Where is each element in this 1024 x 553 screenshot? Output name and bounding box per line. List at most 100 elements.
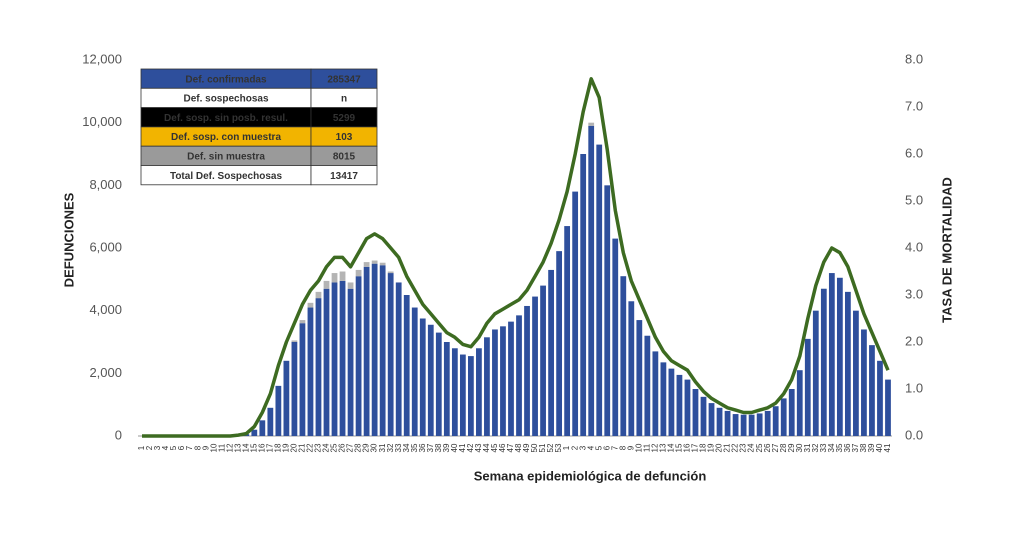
x-tick-label: 39	[867, 443, 876, 452]
x-tick-label: 15	[249, 443, 258, 452]
x-axis-title: Semana epidemiológica de defunción	[474, 468, 707, 483]
y2-axis-title: TASA DE MORTALIDAD	[939, 177, 954, 323]
bar	[652, 351, 659, 436]
bar	[684, 379, 691, 436]
bar	[556, 251, 563, 436]
bar	[283, 360, 290, 436]
bar	[291, 340, 298, 342]
x-tick-label: 46	[498, 443, 507, 452]
x-tick-label: 13	[233, 443, 242, 452]
x-tick-label: 41	[883, 443, 892, 452]
x-tick-label: 27	[346, 443, 355, 452]
bar	[307, 302, 314, 308]
y-tick-label: 0	[115, 427, 122, 442]
x-tick-label: 29	[787, 443, 796, 452]
bar	[435, 332, 442, 436]
x-tick-label: 9	[626, 445, 635, 450]
x-tick-label: 2	[145, 445, 154, 450]
bar	[299, 320, 306, 324]
y2-tick-label: 3.0	[905, 286, 923, 301]
x-tick-label: 21	[723, 443, 732, 452]
x-tick-label: 11	[642, 443, 651, 452]
x-tick-label: 53	[554, 443, 563, 452]
x-tick-label: 34	[827, 443, 836, 452]
table-label: Def. sin muestra	[187, 151, 265, 162]
x-tick-label: 42	[466, 443, 475, 452]
x-tick-label: 21	[298, 443, 307, 452]
bar	[724, 410, 731, 436]
bar	[772, 406, 779, 436]
x-tick-label: 16	[257, 443, 266, 452]
x-tick-label: 43	[474, 443, 483, 452]
bar	[411, 307, 418, 436]
bar	[371, 263, 378, 436]
x-tick-label: 6	[602, 445, 611, 450]
y-tick-label: 4,000	[89, 302, 122, 317]
bar	[459, 354, 466, 436]
bar	[419, 318, 426, 436]
bar	[812, 310, 819, 436]
bar	[869, 345, 875, 436]
bar	[291, 342, 298, 436]
x-tick-label: 7	[610, 445, 619, 450]
bar	[604, 185, 611, 436]
x-tick-label: 20	[290, 443, 299, 452]
x-tick-label: 52	[546, 443, 555, 452]
x-tick-label: 26	[338, 443, 347, 452]
bar	[612, 238, 619, 436]
bar	[347, 282, 354, 289]
x-tick-label: 37	[426, 443, 435, 452]
bar	[780, 398, 787, 436]
x-tick-label: 41	[458, 443, 467, 452]
x-tick-label: 40	[450, 443, 459, 452]
x-tick-label: 8	[193, 445, 202, 450]
y-tick-label: 8,000	[89, 177, 122, 192]
y2-tick-label: 5.0	[905, 192, 923, 207]
x-tick-label: 2	[570, 445, 579, 450]
x-tick-label: 13	[659, 443, 668, 452]
bar	[524, 305, 530, 436]
x-tick-label: 30	[370, 443, 379, 452]
x-tick-label: 34	[402, 443, 411, 452]
bar	[844, 291, 851, 436]
x-tick-label: 49	[522, 443, 531, 452]
x-tick-label: 24	[747, 443, 756, 452]
bar	[748, 414, 755, 436]
bar	[492, 329, 498, 436]
table-label: Def. sospechosas	[183, 94, 268, 105]
bar	[804, 338, 811, 436]
x-tick-label: 11	[217, 443, 226, 452]
bar	[451, 348, 458, 436]
y2-tick-label: 4.0	[905, 239, 923, 254]
x-tick-label: 1	[137, 445, 146, 450]
bar	[732, 414, 739, 436]
table-value: 285347	[327, 74, 361, 85]
x-tick-label: 25	[330, 443, 339, 452]
x-tick-label: 4	[161, 445, 170, 450]
bar	[395, 282, 402, 436]
bar	[532, 296, 538, 436]
x-tick-label: 38	[859, 443, 868, 452]
bar	[484, 337, 490, 436]
x-tick-label: 35	[835, 443, 844, 452]
y2-tick-label: 7.0	[905, 98, 923, 113]
bar	[885, 379, 891, 436]
x-tick-label: 6	[177, 445, 186, 450]
x-tick-label: 16	[683, 443, 692, 452]
bar	[323, 280, 330, 289]
bar	[339, 271, 346, 281]
bar	[877, 360, 883, 436]
x-tick-label: 38	[434, 443, 443, 452]
bar	[267, 407, 274, 436]
bar	[371, 260, 378, 264]
bar	[339, 280, 346, 436]
bar	[588, 125, 595, 437]
bar	[355, 269, 362, 277]
x-tick-label: 32	[811, 443, 820, 452]
x-tick-label: 40	[875, 443, 884, 452]
table-value: 103	[336, 132, 353, 143]
bar	[443, 342, 450, 436]
x-tick-label: 29	[362, 443, 371, 452]
bar	[644, 335, 651, 436]
bar	[708, 403, 715, 436]
